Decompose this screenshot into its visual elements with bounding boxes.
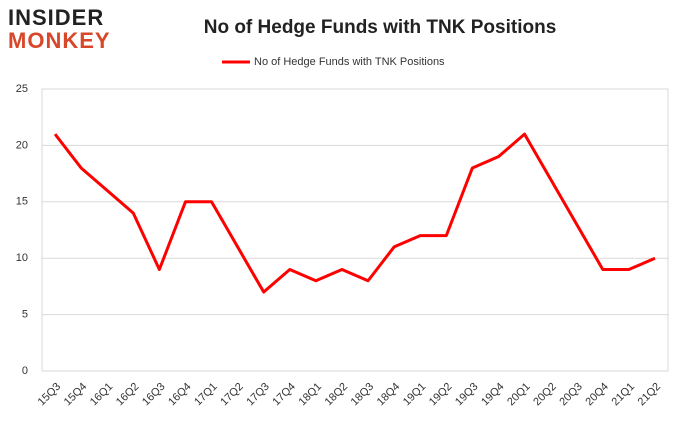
y-tick-label: 5 (22, 309, 28, 321)
line-series (53, 132, 656, 294)
y-tick-label: 25 (16, 83, 28, 95)
y-tick-label: 20 (16, 139, 28, 151)
logo-bottom: MONKEY (8, 28, 111, 53)
chart-title: No of Hedge Funds with TNK Positions (204, 17, 557, 38)
y-tick-label: 10 (16, 252, 28, 264)
y-tick-label: 15 (16, 196, 28, 208)
legend-label: No of Hedge Funds with TNK Positions (254, 56, 445, 68)
y-tick-label: 0 (22, 365, 28, 377)
logo-top: INSIDER (8, 5, 104, 30)
